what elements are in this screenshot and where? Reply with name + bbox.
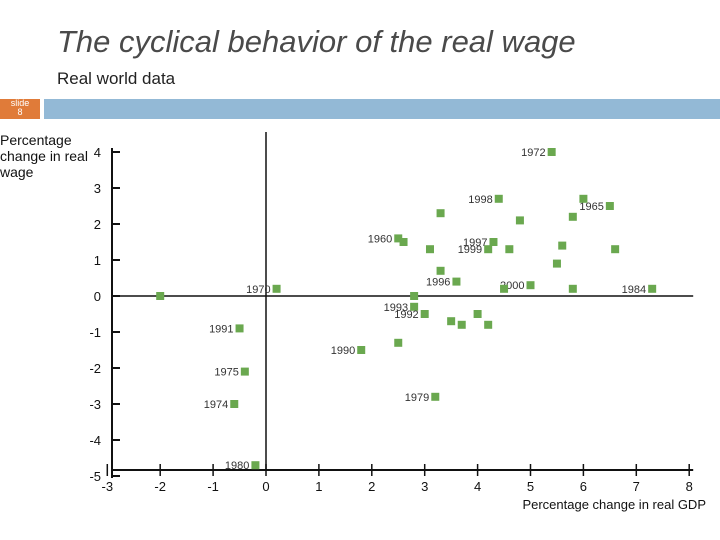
y-tick-label: -1 — [89, 325, 101, 340]
data-label: 1999 — [458, 244, 482, 256]
data-label: 1993 — [384, 302, 408, 314]
data-point — [420, 310, 429, 318]
x-tick-label: 7 — [633, 479, 640, 494]
data-point — [605, 202, 614, 210]
x-tick-label: 3 — [421, 479, 428, 494]
data-point — [357, 346, 366, 354]
data-point — [648, 284, 657, 293]
data-point — [156, 292, 165, 300]
y-tick-label: 3 — [94, 181, 101, 196]
data-point — [579, 194, 588, 203]
x-tick-label: 0 — [262, 479, 269, 494]
x-tick-label: 1 — [315, 479, 322, 494]
x-tick-label: -1 — [207, 479, 219, 494]
x-tick-label: 4 — [474, 479, 481, 494]
x-tick-label: 6 — [580, 479, 587, 494]
y-tick-label: 1 — [94, 253, 101, 268]
data-label: 1965 — [579, 201, 603, 213]
data-point — [394, 338, 403, 347]
data-point — [447, 317, 456, 326]
slide-title: The cyclical behavior of the real wage — [57, 24, 576, 59]
data-point — [394, 234, 403, 243]
data-point — [484, 320, 493, 329]
data-label: 1996 — [426, 277, 450, 289]
data-point — [410, 292, 419, 300]
data-label: 1979 — [405, 392, 429, 404]
x-tick-label: 5 — [527, 479, 534, 494]
x-tick-label: -2 — [154, 479, 166, 494]
data-label: 1990 — [331, 345, 355, 357]
data-label: 1992 — [394, 309, 418, 321]
y-tick-label: 0 — [94, 289, 101, 304]
chart-axes — [111, 132, 694, 478]
y-axis-label: Percentage change in real wage — [0, 132, 88, 180]
y-tick-label: -2 — [89, 361, 101, 376]
y-tick-label: -5 — [89, 469, 101, 484]
header-accent-bar — [44, 99, 720, 119]
data-point — [500, 284, 509, 293]
data-point — [473, 310, 482, 318]
data-point — [484, 245, 493, 254]
data-point — [436, 266, 445, 275]
data-point — [452, 277, 461, 286]
slide-tag-line2: 8 — [17, 107, 23, 117]
x-tick-label: -3 — [102, 479, 114, 494]
data-point — [410, 302, 419, 311]
y-tick-label: 2 — [94, 217, 101, 232]
data-point — [494, 194, 503, 203]
slide-tag-line1: slide — [10, 98, 30, 108]
x-axis-label: Percentage change in real GDP — [522, 497, 706, 512]
data-point — [505, 245, 514, 254]
data-point — [526, 281, 535, 290]
data-label: 1991 — [209, 323, 233, 335]
data-point — [240, 367, 249, 376]
data-point — [230, 400, 239, 408]
y-tick-label: 4 — [94, 145, 101, 160]
data-label: 1972 — [521, 147, 545, 159]
slide-subtitle: Real world data — [57, 69, 176, 88]
data-point — [568, 284, 577, 293]
y-tick-label: -4 — [89, 433, 101, 448]
data-point — [515, 216, 524, 225]
data-point — [425, 245, 434, 254]
data-label: 1997 — [463, 237, 487, 249]
data-label: 1960 — [368, 233, 392, 245]
data-point — [436, 209, 445, 218]
data-label: 1975 — [214, 367, 238, 379]
data-point — [611, 245, 620, 254]
y-axis-label-line: wage — [0, 164, 34, 180]
slide-number-badge: slide 8 — [0, 99, 40, 119]
data-point — [568, 212, 577, 221]
data-point — [251, 461, 260, 470]
data-point — [489, 238, 498, 246]
data-point — [552, 259, 561, 268]
x-tick-label: 2 — [368, 479, 375, 494]
data-label: 1998 — [468, 194, 492, 206]
y-tick-label: -3 — [89, 397, 101, 412]
data-point — [272, 284, 281, 293]
data-point — [399, 238, 408, 246]
data-point — [457, 320, 466, 329]
y-axis-label-line: Percentage — [0, 132, 72, 148]
x-tick-label: 8 — [686, 479, 693, 494]
data-point — [431, 392, 440, 401]
data-label: 1984 — [622, 284, 646, 296]
data-point — [558, 241, 567, 250]
data-point — [235, 324, 244, 333]
data-label: 1974 — [204, 399, 228, 411]
data-label: 1970 — [246, 284, 270, 296]
data-label: 1980 — [225, 460, 249, 472]
data-point — [547, 148, 556, 156]
y-axis-label-line: change in real — [0, 148, 88, 164]
